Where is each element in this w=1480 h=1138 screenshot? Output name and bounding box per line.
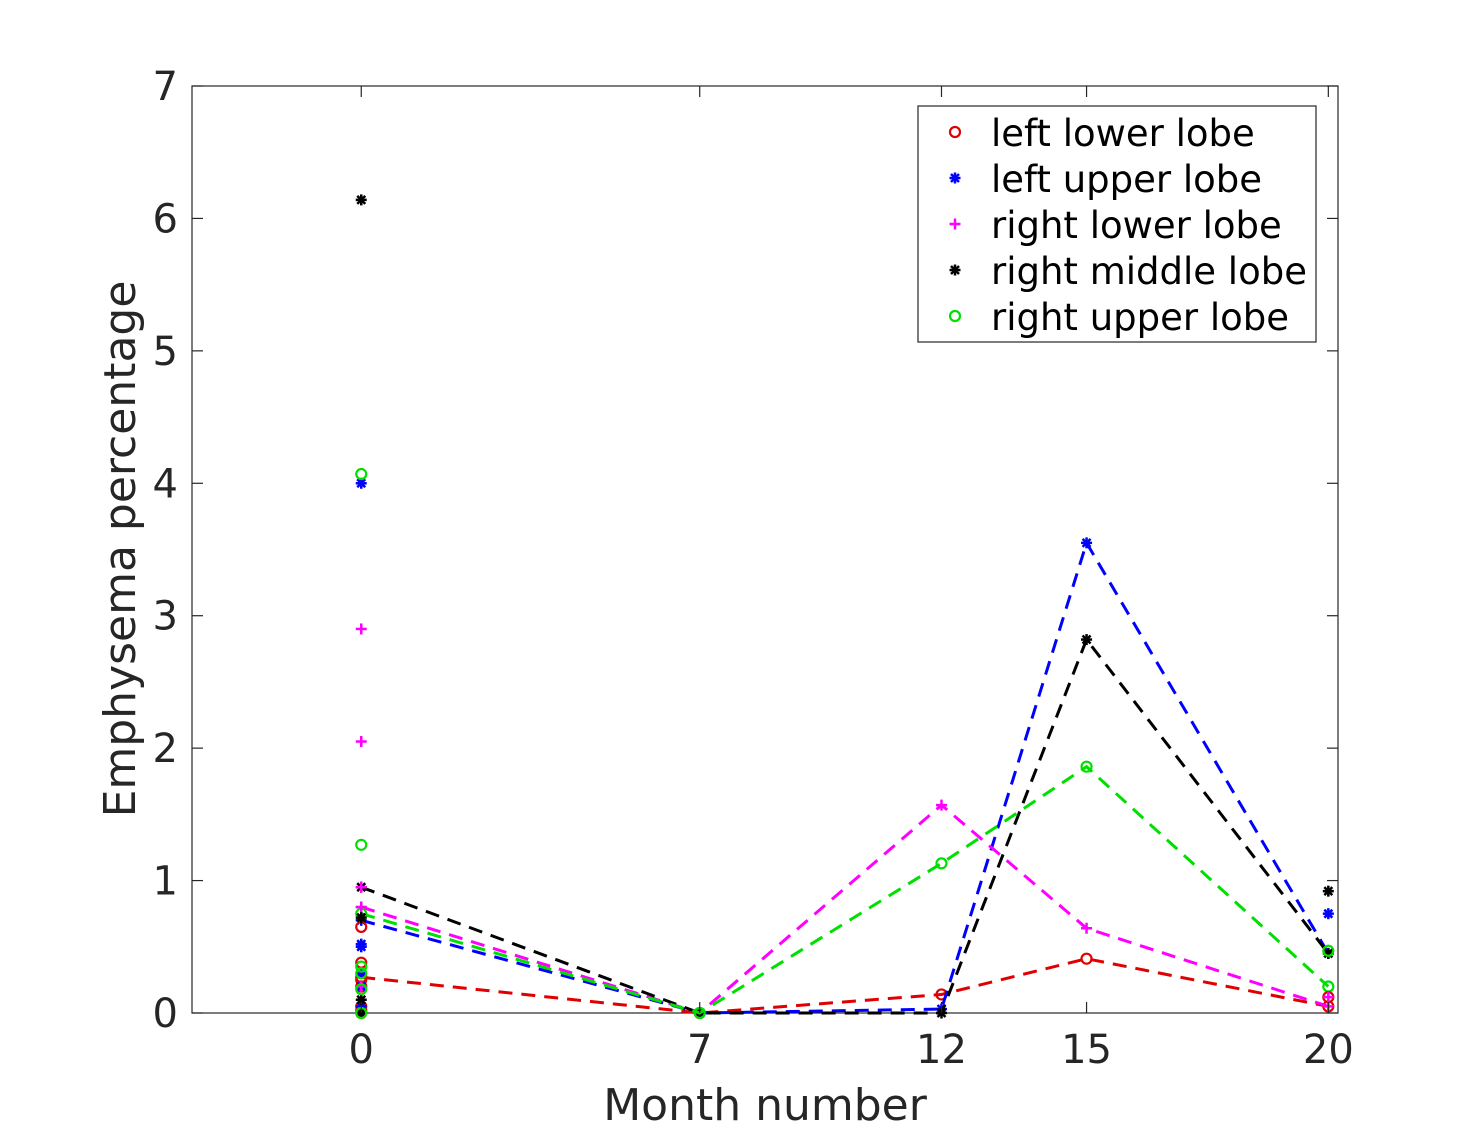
- x-tick-label: 7: [687, 1027, 712, 1073]
- y-tick-label: 6: [153, 196, 178, 242]
- legend-marker-right-middle-lobe: [949, 264, 961, 276]
- trend-point-right-upper-lobe: [935, 857, 948, 870]
- x-tick-label: 12: [916, 1027, 967, 1073]
- y-axis-label: Emphysema percentage: [95, 281, 146, 818]
- data-point-right-upper-lobe: [1322, 944, 1335, 957]
- data-point-right-upper-lobe: [355, 983, 368, 996]
- legend-label-right-upper-lobe: right upper lobe: [991, 296, 1289, 339]
- legend-label-right-middle-lobe: right middle lobe: [991, 250, 1307, 293]
- trend-point-right-middle-lobe: [1081, 634, 1093, 646]
- legend: left lower lobe left upper lobe right lo…: [917, 105, 1317, 343]
- legend-marker-right-upper-lobe: [948, 309, 962, 323]
- legend-label-left-lower-lobe: left lower lobe: [991, 112, 1255, 155]
- data-point-left-upper-lobe: [1322, 908, 1334, 920]
- trend-point-left-lower-lobe: [1080, 952, 1093, 965]
- y-tick-label: 1: [153, 859, 178, 905]
- x-tick-label: 0: [349, 1027, 374, 1073]
- y-tick-label: 7: [153, 64, 178, 110]
- y-tick-label: 4: [153, 461, 178, 507]
- trend-point-right-lower-lobe: [935, 799, 947, 811]
- data-point-right-upper-lobe: [355, 967, 368, 980]
- legend-label-right-lower-lobe: right lower lobe: [991, 204, 1282, 247]
- y-tick-label: 2: [153, 726, 178, 772]
- legend-marker-left-lower-lobe: [948, 125, 962, 139]
- legend-label-left-upper-lobe: left upper lobe: [991, 158, 1262, 201]
- data-point-right-upper-lobe: [355, 960, 368, 973]
- trend-point-right-lower-lobe: [1081, 922, 1093, 934]
- data-point-right-middle-lobe: [355, 194, 367, 206]
- data-point-right-lower-lobe: [355, 881, 367, 893]
- x-tick-label: 20: [1303, 1027, 1354, 1073]
- data-point-right-lower-lobe: [1322, 991, 1334, 1003]
- y-tick-label: 5: [153, 329, 178, 375]
- trend-line-right-upper-lobe: [360, 764, 1330, 1015]
- data-point-left-upper-lobe: [355, 941, 367, 953]
- trend-line-left-lower-lobe: [361, 957, 1329, 1015]
- data-point-right-upper-lobe: [355, 467, 368, 481]
- trend-point-right-upper-lobe: [1080, 760, 1093, 773]
- y-tick-label: 3: [153, 594, 178, 640]
- legend-box: [917, 105, 1317, 343]
- trend-line-left-upper-lobe: [360, 539, 1330, 1015]
- trend-point-left-upper-lobe: [1081, 537, 1093, 549]
- data-point-right-middle-lobe: [355, 912, 367, 924]
- data-point-right-lower-lobe: [355, 623, 367, 635]
- data-point-right-lower-lobe: [355, 901, 367, 913]
- legend-marker-left-upper-lobe: [949, 172, 961, 184]
- x-axis-label: Month number: [603, 1080, 928, 1131]
- x-tick-label: 15: [1061, 1027, 1112, 1073]
- data-point-right-middle-lobe: [1322, 885, 1334, 897]
- legend-marker-right-lower-lobe: [949, 218, 961, 230]
- data-point-right-lower-lobe: [355, 736, 367, 748]
- y-tick-label: 0: [153, 991, 178, 1037]
- legend-markers: [948, 125, 962, 323]
- data-point-right-upper-lobe: [355, 838, 368, 851]
